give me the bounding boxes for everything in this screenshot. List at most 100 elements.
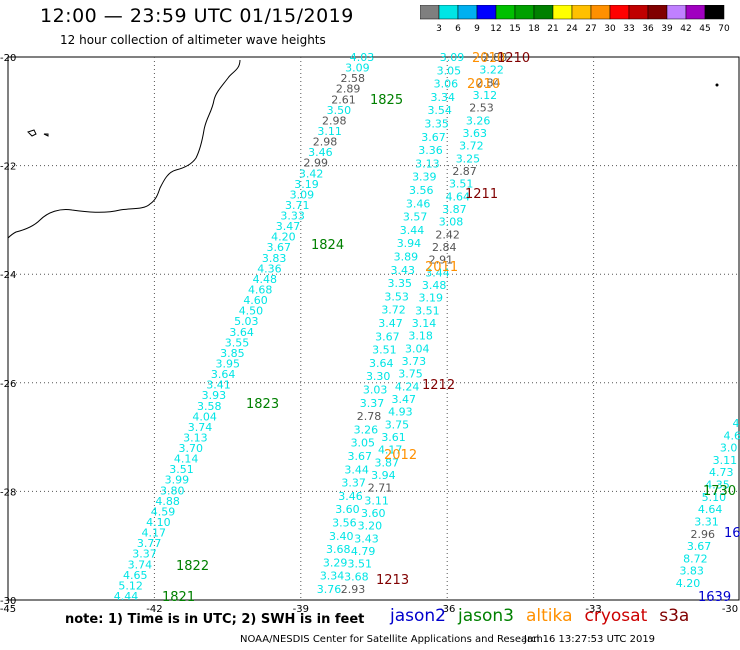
- wave-height-label: 3.73: [402, 355, 427, 368]
- colorbar-swatch: [704, 5, 725, 20]
- wave-height-label: 3.37: [132, 548, 157, 561]
- wave-height-label: 3.63: [462, 127, 487, 140]
- wave-height-label: 2.98: [322, 114, 347, 127]
- wave-height-label: 3.35: [387, 277, 412, 290]
- wave-height-label: 3.61: [381, 431, 406, 444]
- wave-height-label: 3.43: [391, 264, 416, 277]
- latitude-label: -30: [0, 596, 16, 607]
- wave-height-label: 3.57: [403, 211, 428, 224]
- wave-height-label: 3.64: [211, 368, 236, 381]
- wave-height-label: 3.95: [216, 357, 241, 370]
- wave-height-label: 3.70: [179, 442, 204, 455]
- pass-label: 1825: [370, 93, 403, 108]
- pass-label: 2012: [384, 448, 417, 463]
- wave-height-label: 3.44: [400, 224, 425, 237]
- wave-height-label: 3.44: [425, 266, 450, 279]
- longitude-label: -30: [722, 604, 738, 615]
- wave-height-label: 3.77: [137, 537, 162, 550]
- wave-height-label: 4.93: [388, 406, 413, 419]
- colorbar-label: 21: [547, 24, 558, 33]
- wave-height-label: 5.12: [118, 579, 143, 592]
- wave-height-label: 3.83: [262, 252, 287, 265]
- pass-label: 1821: [162, 590, 195, 605]
- wave-height-label: 3.04: [405, 342, 430, 355]
- wave-height-label: 2.71: [368, 482, 393, 495]
- wave-height-label: 2.93: [341, 583, 366, 596]
- wave-height-label: 3.25: [456, 152, 481, 165]
- wave-height-label: 3.85: [220, 347, 245, 360]
- wave-height-label: 4.10: [146, 516, 171, 529]
- pass-label: 1824: [311, 238, 344, 253]
- wave-height-label: 2.58: [340, 72, 365, 85]
- pass-label: 2010: [472, 51, 505, 66]
- wave-height-label: 3.75: [398, 368, 423, 381]
- colorbar-label: 70: [718, 24, 730, 33]
- wave-height-label: 2.88: [483, 51, 508, 64]
- wave-height-label: 2.61: [331, 93, 356, 106]
- wave-height-label: 3.72: [459, 140, 484, 153]
- wave-height-label: 3.64: [369, 357, 394, 370]
- wave-height-label: 3.20: [358, 520, 383, 533]
- wave-height-label: 3.09: [345, 62, 370, 75]
- wave-height-label: 4.48: [253, 273, 278, 286]
- wave-height-label: 3.08: [439, 216, 464, 229]
- wave-height-label: 3.18: [408, 330, 433, 343]
- wave-height-label: 5.10: [702, 491, 727, 504]
- pass-label: 1730: [703, 484, 736, 499]
- wave-height-label: 3.22: [479, 64, 504, 77]
- colorbar-label: 9: [474, 24, 480, 33]
- wave-height-label: 3.72: [381, 304, 406, 317]
- wave-height-label: 4.03: [350, 51, 375, 64]
- wave-height-label: 3.47: [276, 220, 301, 233]
- legend-entry-jason3: jason3: [458, 606, 514, 626]
- wave-height-label: 3.12: [473, 89, 498, 102]
- pass-label: 1639: [698, 590, 731, 605]
- map-title: 12:00 — 23:59 UTC 01/15/2019: [40, 5, 354, 27]
- wave-height-label: 4.64: [698, 503, 723, 516]
- wave-height-label: 3.46: [308, 146, 333, 159]
- wave-height-label: 3.48: [422, 279, 447, 292]
- wave-height-label: 4.59: [151, 505, 176, 518]
- colorbar-label: 42: [680, 24, 691, 33]
- colorbar-label: 33: [623, 24, 634, 33]
- colorbar-label: 6: [455, 24, 461, 33]
- map-subtitle: 12 hour collection of altimeter wave hei…: [60, 33, 326, 47]
- wave-height-label: 3.68: [326, 543, 351, 556]
- wave-height-label: 2.91: [429, 254, 454, 267]
- wave-height-label: 2.42: [435, 228, 460, 241]
- wave-height-label: 3.51: [169, 463, 194, 476]
- wave-height-label: 3.76: [317, 583, 342, 596]
- coastline: [7, 59, 241, 239]
- wave-height-label: 3.93: [202, 389, 227, 402]
- pass-label: 1210: [497, 51, 530, 66]
- wave-height-label: 2.53: [469, 102, 494, 115]
- legend-entry-cryosat: cryosat: [584, 606, 648, 626]
- wave-height-label: 3.53: [384, 290, 409, 303]
- wave-height-label: 3.30: [366, 370, 391, 383]
- wave-height-label: 3.0: [720, 442, 738, 455]
- wave-height-label: 3.19: [294, 178, 319, 191]
- map-grid: -45 -42 -39 -36 -33 -30 -20 -22 -24 -26 -28 -30: [0, 53, 740, 615]
- wave-height-label: 3.56: [332, 517, 357, 530]
- pass-label: 1212: [422, 378, 455, 393]
- wave-height-label: 5.03: [234, 315, 259, 328]
- wave-height-label: 3.13: [183, 431, 208, 444]
- wave-height-label: 2.96: [691, 528, 716, 541]
- wave-height-label: 3.34: [320, 570, 345, 583]
- latitude-label: -22: [0, 162, 16, 173]
- wave-height-label: 3.64: [229, 326, 254, 339]
- wave-height-label: 4.79: [351, 545, 376, 558]
- wave-height-label: 3.74: [128, 558, 153, 571]
- wave-height-label: 3.34: [431, 91, 456, 104]
- wave-height-label: 3.41: [206, 379, 231, 392]
- data-labels: 4.033.092.582.892.613.502.983.112.983.46…: [114, 51, 740, 605]
- island-dot: [715, 83, 719, 87]
- wave-height-label: 3.09: [440, 51, 465, 64]
- colorbar-label: 27: [585, 24, 596, 33]
- wave-height-label: 4.50: [239, 305, 264, 318]
- wave-height-label: 3.29: [323, 556, 348, 569]
- colorbar-label: 36: [642, 24, 654, 33]
- wave-height-label: 4.88: [155, 495, 180, 508]
- wave-height-label: 3.36: [418, 144, 443, 157]
